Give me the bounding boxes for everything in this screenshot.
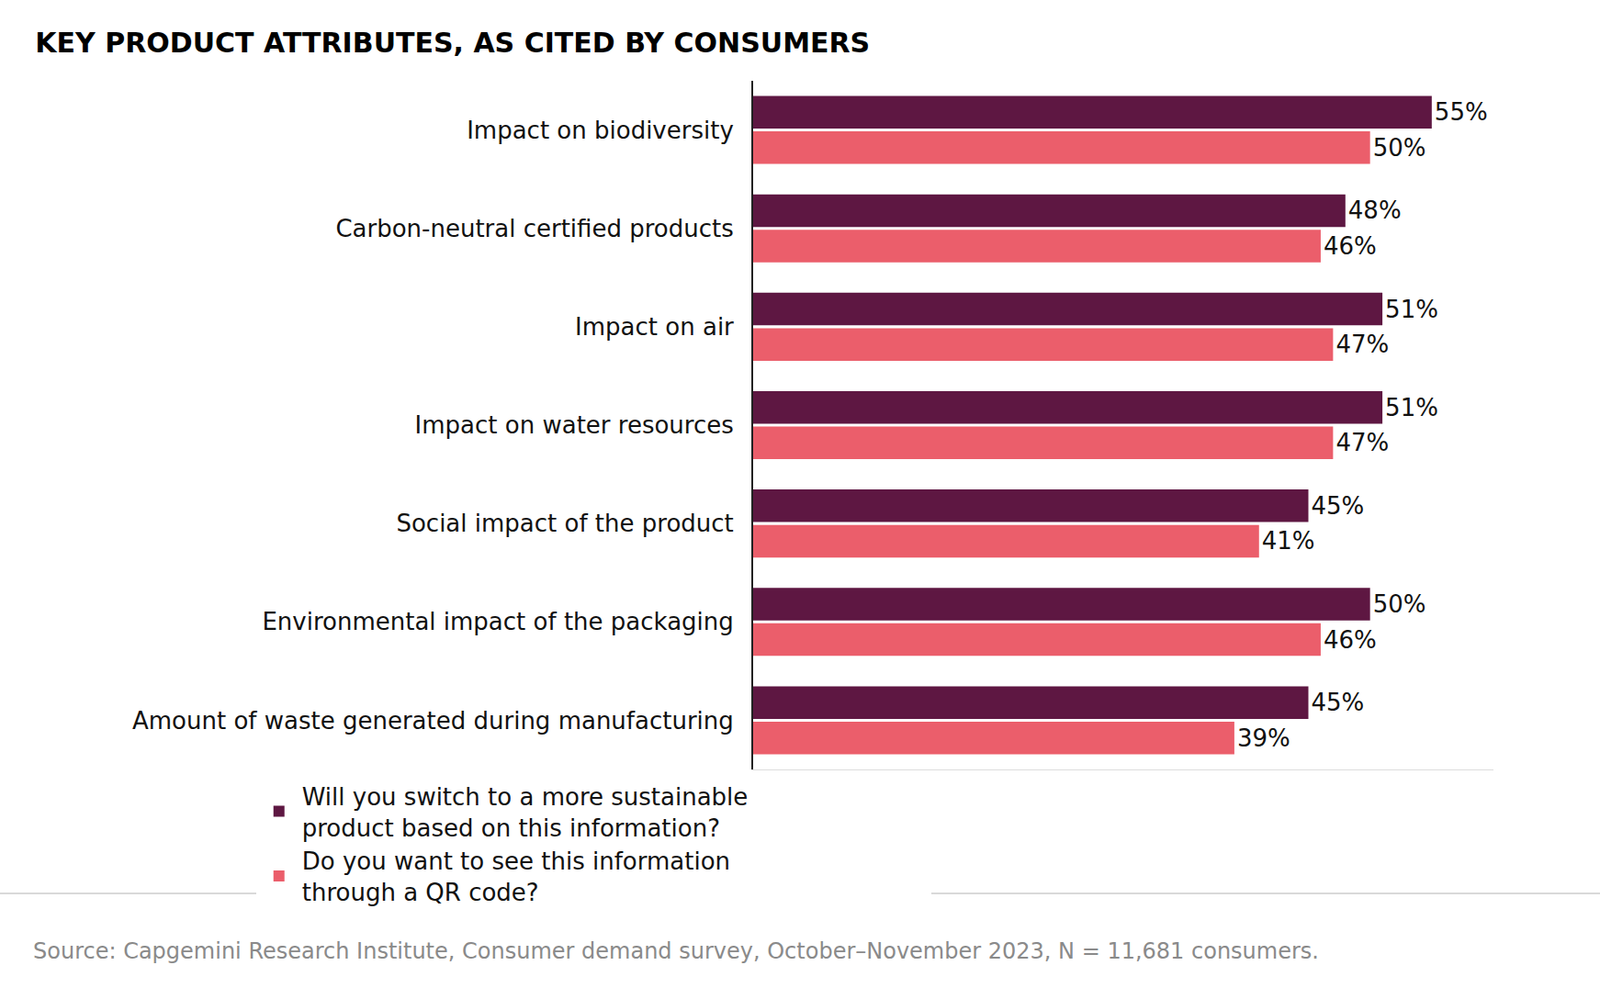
svg-text:50%: 50%	[1373, 590, 1427, 619]
svg-text:Do you want to see this inform: Do you want to see this informationthrou…	[302, 847, 731, 907]
svg-text:47%: 47%	[1335, 428, 1389, 457]
svg-text:47%: 47%	[1335, 330, 1389, 359]
svg-text:41%: 41%	[1261, 527, 1316, 555]
svg-text:Social impact of the product: Social impact of the product	[395, 509, 733, 538]
svg-text:48%: 48%	[1348, 196, 1402, 225]
svg-text:55%: 55%	[1434, 98, 1488, 126]
svg-text:50%: 50%	[1373, 134, 1427, 162]
svg-text:Environmental impact of the pa: Environmental impact of the packaging	[261, 608, 733, 636]
svg-text:Will you switch to a more sust: Will you switch to a more sustainablepro…	[302, 783, 749, 843]
svg-text:39%: 39%	[1237, 724, 1291, 753]
svg-text:45%: 45%	[1311, 688, 1365, 717]
svg-text:46%: 46%	[1323, 232, 1377, 260]
svg-text:46%: 46%	[1323, 626, 1377, 654]
svg-text:Impact on water resources: Impact on water resources	[415, 411, 734, 440]
svg-text:Carbon-neutral certified produ: Carbon-neutral certified products	[335, 214, 733, 243]
svg-text:Impact on air: Impact on air	[574, 313, 734, 341]
svg-text:Impact on biodiversity: Impact on biodiversity	[466, 116, 734, 145]
svg-text:Amount of waste generated duri: Amount of waste generated during manufac…	[132, 707, 734, 735]
svg-text:Source: Capgemini Research Ins: Source: Capgemini Research Institute, Co…	[33, 938, 1319, 965]
svg-text:KEY PRODUCT ATTRIBUTES, AS CIT: KEY PRODUCT ATTRIBUTES, AS CITED BY CONS…	[34, 26, 870, 59]
svg-text:51%: 51%	[1385, 295, 1439, 324]
svg-text:45%: 45%	[1311, 492, 1365, 520]
svg-text:51%: 51%	[1385, 394, 1439, 422]
